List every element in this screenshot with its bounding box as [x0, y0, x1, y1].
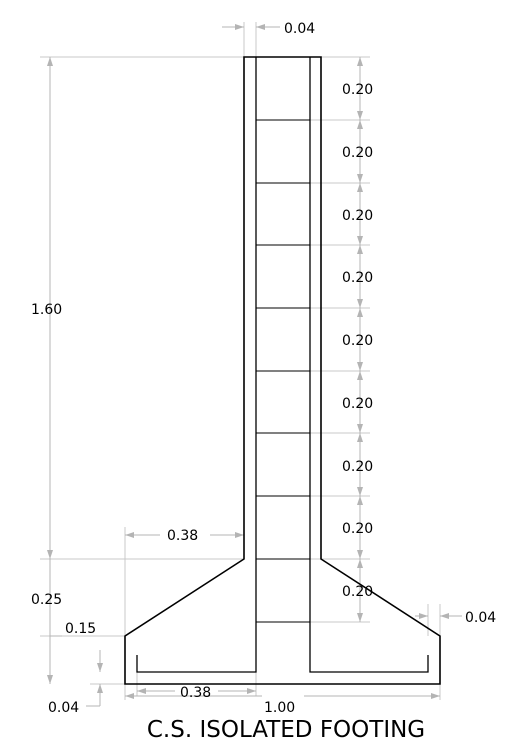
dim-side-cover: 0.04: [465, 610, 496, 626]
dim-tie-spacing: 0.20: [342, 584, 373, 600]
dim-footing-edge: 0.15: [65, 621, 96, 637]
dim-tie-spacing: 0.20: [342, 82, 373, 98]
extension-lines: [40, 22, 441, 700]
drawing-title: C.S. ISOLATED FOOTING: [147, 717, 425, 743]
dim-bottom-bar-offset: 0.38: [180, 685, 211, 701]
left-rebar: [136, 57, 257, 673]
dim-tie-spacing: 0.20: [342, 270, 373, 286]
dim-tie-spacing: 0.20: [342, 459, 373, 475]
dim-tie-spacing: 0.20: [342, 145, 373, 161]
dim-column-height: 1.60: [31, 302, 62, 318]
footing-outline: [124, 56, 441, 685]
dimension-labels: 0.04 1.60 0.25 0.15 0.04 0.38 0.38 1.00 …: [31, 21, 496, 716]
dim-footing-bottom-cover: 0.04: [48, 700, 79, 716]
right-rebar: [309, 57, 429, 673]
dim-top-cover: 0.04: [284, 21, 315, 37]
dim-tie-spacing: 0.20: [342, 208, 373, 224]
dim-haunch-depth: 0.25: [31, 592, 62, 608]
dim-pedestal-offset: 0.38: [167, 528, 198, 544]
dim-tie-spacing: 0.20: [342, 521, 373, 537]
dimension-lines: [47, 24, 462, 707]
reinforcement: [136, 57, 429, 673]
dim-footing-width: 1.00: [264, 700, 295, 716]
dim-tie-spacing: 0.20: [342, 333, 373, 349]
dim-tie-spacing: 0.20: [342, 396, 373, 412]
